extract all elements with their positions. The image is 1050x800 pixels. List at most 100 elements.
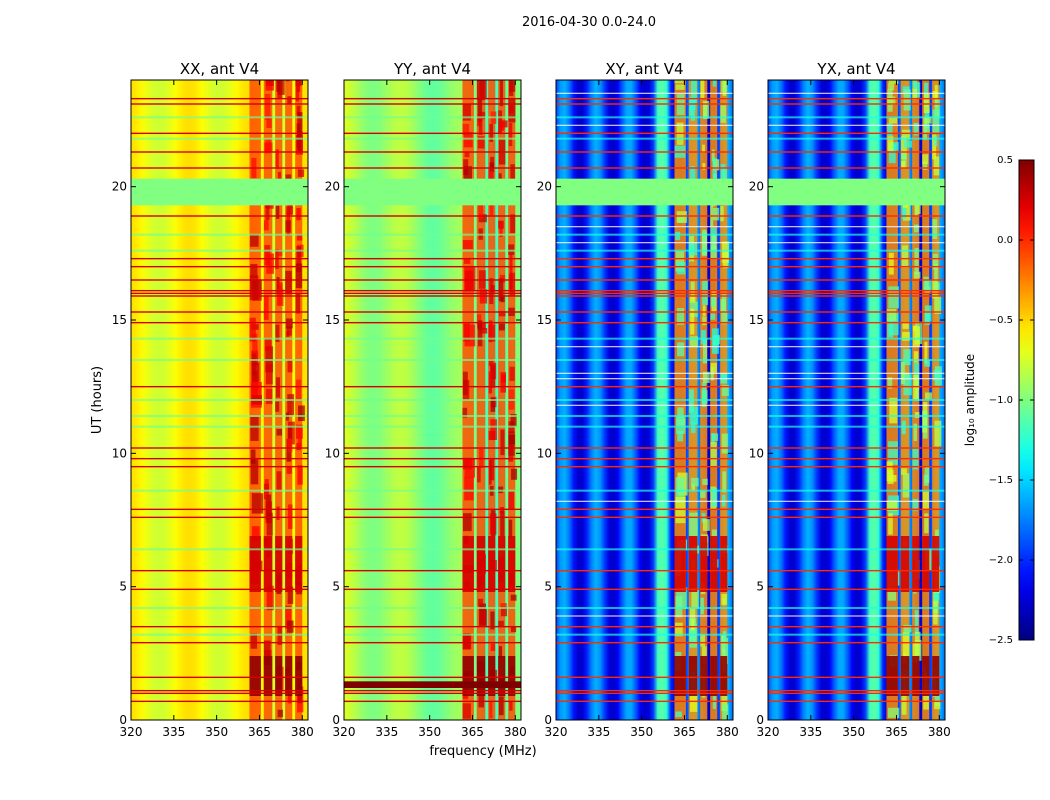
panel-yy: YY, ant V4 320 335 350 365 380 0 5 10 15 20 [325,60,527,739]
rfi-patch [498,310,506,317]
rfi-patch [932,134,937,160]
rfi-patch [509,701,513,711]
horizontal-band [131,233,308,236]
horizontal-band [344,633,521,636]
horizontal-band [344,116,521,119]
rfi-burst [249,536,261,592]
rfi-patch [689,296,696,303]
rfi-line [131,588,308,591]
heatmap-cells [131,80,308,720]
rfi-patch [675,496,686,524]
rfi-patch [287,426,293,439]
rfi-line [131,321,308,324]
x-tick-label: 320 [120,725,143,739]
horizontal-band [768,137,945,140]
rfi-patch [508,519,513,539]
rfi-patch [924,311,931,325]
rfi-patch [266,512,273,536]
rfi-line [344,292,521,295]
rfi-patch [932,109,940,133]
rfi-patch [901,151,907,169]
rfi-patch [888,117,897,124]
rfi-patch [500,372,506,393]
rfi-patch [689,336,698,348]
rfi-patch [676,262,686,275]
flag-line [556,500,733,502]
x-tick-label: 335 [162,725,185,739]
horizontal-band [768,548,945,551]
rfi-line [344,457,521,460]
flag-line [768,124,945,126]
y-tick-label: 10 [325,446,340,460]
rfi-line [556,625,733,628]
rfi-line [768,279,945,281]
rfi-patch [886,309,897,321]
x-tick-label: 380 [716,725,739,739]
rfi-patch [887,96,896,105]
x-tick-label: 350 [205,725,228,739]
rfi-patch [499,80,504,107]
rfi-burst [476,656,486,696]
y-tick-label: 15 [325,313,340,327]
colorbar-tick-label: −1.5 [989,475,1013,486]
rfi-patch [710,362,717,373]
horizontal-band [131,249,308,252]
rfi-line [556,295,733,297]
rfi-burst [462,656,474,696]
rfi-line [556,569,733,572]
rfi-patch [276,471,282,491]
rfi-patch [720,206,724,222]
rfi-patch [923,683,929,710]
rfi-line [768,257,945,260]
rfi-patch [888,441,898,465]
rfi-line [344,321,521,324]
horizontal-band [344,233,521,236]
rfi-patch [710,203,714,227]
panel-title: YY, ant V4 [393,60,471,78]
rfi-patch [276,80,281,92]
flag-line [556,378,733,380]
y-tick-label: 5 [756,580,764,594]
horizontal-band [768,249,945,252]
rfi-patch [703,100,710,119]
rfi-patch [488,371,493,394]
rfi-patch [488,358,494,367]
rfi-patch [478,689,485,708]
rfi-patch [278,282,283,291]
rfi-line [556,167,733,169]
rfi-line [556,447,733,449]
rfi-line [344,569,521,572]
rfi-patch [702,279,709,306]
rfi-patch [903,198,911,221]
horizontal-band [344,489,521,492]
rfi-patch [463,131,473,148]
rfi-patch [477,598,484,607]
rfi-burst [922,656,930,696]
rfi-patch [711,234,717,250]
rfi-patch [462,240,473,250]
heatmap-cells [556,80,733,720]
horizontal-band [344,359,521,361]
rfi-line [131,385,308,388]
rfi-patch [902,473,910,498]
rfi-patch [702,478,708,486]
rfi-line [768,167,945,169]
rfi-patch [251,493,264,514]
rfi-patch [498,620,504,627]
flag-line [768,404,945,406]
horizontal-band [768,633,945,636]
horizontal-band [556,116,733,119]
rfi-line [556,97,733,100]
rfi-patch [296,105,301,116]
rfi-patch [263,295,269,320]
rfi-patch [510,414,517,427]
rfi-patch [476,80,485,101]
rfi-burst [275,536,283,592]
rfi-patch [902,331,910,341]
rfi-line [131,311,308,313]
rfi-patch [690,618,695,631]
rfi-patch [691,588,699,609]
flag-line [556,346,733,348]
rfi-patch [677,430,684,442]
